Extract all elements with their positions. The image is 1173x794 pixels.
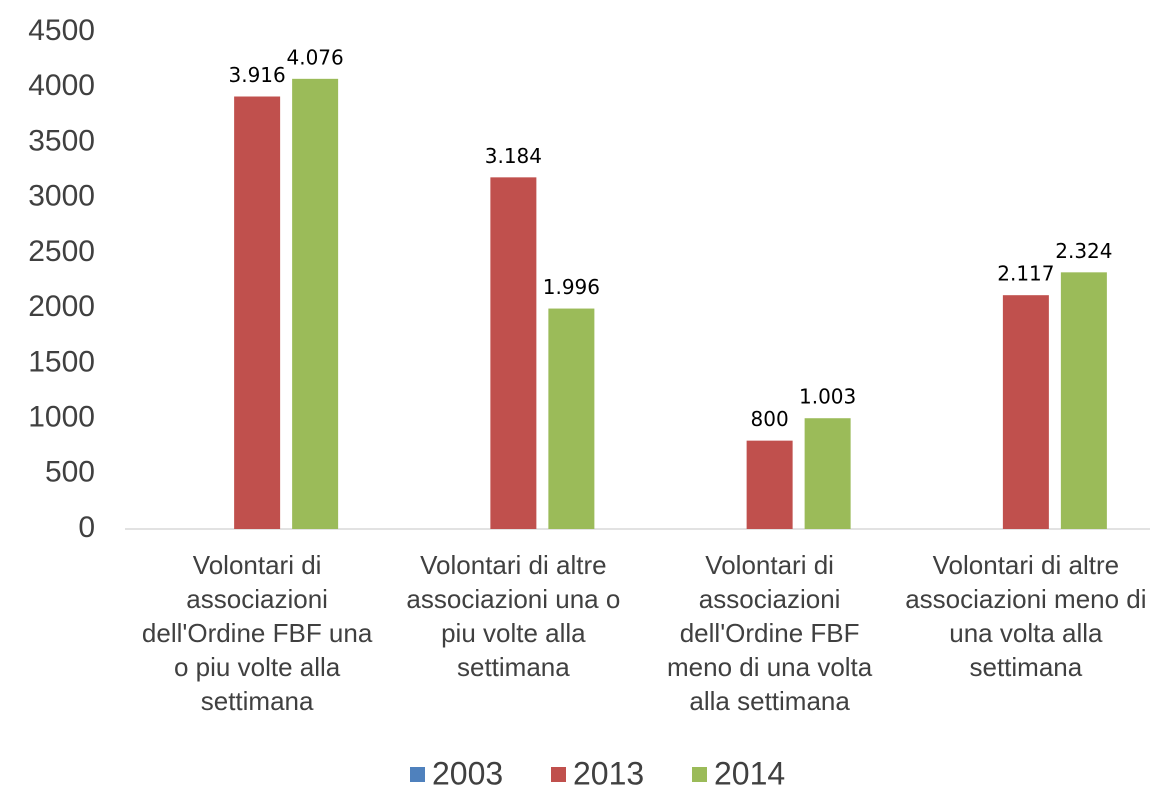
bar bbox=[234, 96, 281, 529]
y-tick-label: 500 bbox=[45, 456, 95, 489]
data-label: 2.117 bbox=[997, 262, 1054, 286]
bar bbox=[1060, 272, 1107, 529]
data-label: 4.076 bbox=[286, 45, 343, 69]
legend-swatch bbox=[692, 767, 707, 782]
data-label: 1.996 bbox=[543, 275, 600, 299]
y-tick-label: 3000 bbox=[28, 180, 95, 213]
y-tick-label: 1500 bbox=[28, 345, 95, 378]
legend-label: 2014 bbox=[714, 755, 785, 791]
y-tick-label: 3500 bbox=[28, 124, 95, 157]
bar bbox=[1002, 295, 1049, 529]
bar bbox=[292, 78, 339, 530]
data-label: 1.003 bbox=[799, 385, 856, 409]
x-tick-label: Volontari di altre associazioni meno di … bbox=[905, 550, 1147, 682]
y-tick-label: 0 bbox=[78, 511, 95, 544]
data-label: 800 bbox=[751, 407, 789, 431]
data-label: 2.324 bbox=[1055, 239, 1112, 263]
y-tick-label: 2000 bbox=[28, 290, 95, 323]
y-tick-label: 4000 bbox=[28, 69, 95, 102]
x-tick-label: Volontari di associazioni dell'Ordine FB… bbox=[667, 550, 873, 716]
y-tick-label: 2500 bbox=[28, 235, 95, 268]
bar bbox=[746, 440, 793, 529]
legend-swatch bbox=[551, 767, 566, 782]
legend-label: 2013 bbox=[573, 755, 644, 791]
legend-swatch bbox=[410, 767, 425, 782]
x-tick-label: Volontari di associazioni dell'Ordine FB… bbox=[141, 550, 373, 716]
data-label: 3.184 bbox=[485, 144, 542, 168]
y-tick-label: 1000 bbox=[28, 400, 95, 433]
bar bbox=[804, 418, 851, 529]
x-tick-label: Volontari di altre associazioni una o pi… bbox=[406, 550, 621, 682]
data-label: 3.916 bbox=[228, 63, 285, 87]
bar bbox=[548, 308, 595, 529]
legend-label: 2003 bbox=[432, 755, 503, 791]
bar bbox=[490, 177, 537, 529]
y-tick-label: 4500 bbox=[28, 14, 95, 47]
